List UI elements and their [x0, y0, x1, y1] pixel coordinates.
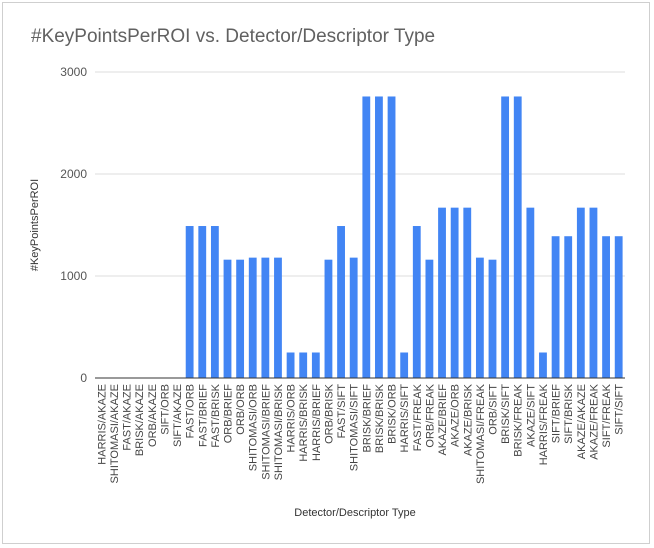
chart-title: #KeyPointsPerROI vs. Detector/Descriptor…: [31, 26, 436, 47]
bar: [210, 226, 219, 378]
bar: [438, 207, 446, 378]
bar: [223, 259, 232, 378]
x-tick-label: SHITOMASI/ORB: [248, 384, 260, 471]
x-tick-label: AKAZE/ORB: [450, 384, 462, 447]
x-tick-label: SHITOMASI/SIFT: [349, 384, 361, 471]
x-tick-label: BRISK/BRIEF: [361, 384, 373, 453]
bar: [425, 259, 434, 378]
x-tick-label: ORB/BRIEF: [223, 384, 235, 444]
bar: [299, 352, 308, 378]
x-tick-label: BRISK/BRISK: [374, 383, 386, 453]
bar: [589, 207, 598, 378]
bar: [286, 352, 295, 378]
bars: [185, 96, 623, 378]
x-tick-label: AKAZE/AKAZE: [576, 384, 588, 459]
x-tick-label: AKAZE/BRISK: [462, 383, 474, 456]
x-tick-label: FAST/BRISK: [210, 383, 222, 447]
x-tick-label: BRISK/ORB: [387, 384, 399, 444]
x-tick-label: FAST/SIFT: [336, 384, 348, 439]
bar: [311, 352, 320, 378]
x-tick-label: HARRIS/BRISK: [298, 383, 310, 461]
x-tick-label: HARRIS/ORB: [286, 384, 298, 452]
bar: [324, 259, 333, 378]
gridlines: [95, 71, 625, 277]
bar: [375, 96, 383, 378]
bar: [450, 207, 459, 378]
x-tick-label: ORB/AKAZE: [147, 384, 159, 447]
bar: [539, 352, 547, 378]
x-tick-label: SIFT/FREAK: [601, 383, 613, 447]
bar: [349, 257, 358, 378]
bar: [602, 236, 610, 378]
bar: [526, 207, 535, 378]
x-tick-label: SIFT/BRIEF: [551, 384, 563, 444]
x-tick-label: FAST/BRIEF: [197, 384, 209, 447]
bar: [362, 96, 371, 378]
bar: [551, 236, 560, 378]
bar: [274, 257, 282, 378]
x-tick-label: ORB/FREAK: [424, 383, 436, 447]
x-tick-label: SIFT/AKAZE: [172, 384, 184, 447]
x-tick-label: FAST/ORB: [185, 384, 197, 438]
bar: [475, 257, 484, 378]
bar: [513, 96, 522, 378]
y-tick-label: 2000: [60, 167, 87, 181]
bar: [564, 236, 573, 378]
x-tick-label: HARRIS/BRIEF: [311, 384, 323, 461]
x-tick-label: SHITOMASI/BRIEF: [260, 384, 272, 480]
bar: [337, 226, 345, 378]
x-tick-label: BRISK/SIFT: [500, 384, 512, 444]
bar: [236, 259, 245, 378]
x-tick-label: ORB/BRISK: [323, 383, 335, 444]
x-tick-label: AKAZE/FREAK: [588, 383, 600, 459]
x-tick-label: SHITOMASI/AKAZE: [109, 384, 121, 483]
bar: [463, 207, 472, 378]
bar: [261, 257, 270, 378]
x-tick-label: SHITOMASI/FREAK: [475, 383, 487, 484]
bar: [488, 259, 497, 378]
x-axis-title: Detector/Descriptor Type: [294, 507, 415, 519]
x-tick-label: HARRIS/AKAZE: [96, 384, 108, 465]
y-tick-label: 0: [80, 371, 87, 385]
x-tick-label: AKAZE/SIFT: [525, 384, 537, 447]
x-tick-labels: HARRIS/AKAZE SHITOMASI/AKAZE FAST/AKAZE BRI…: [96, 383, 625, 484]
x-tick-label: ORB/SIFT: [488, 384, 500, 435]
x-tick-label: SIFT/SIFT: [614, 384, 626, 435]
y-axis-title: #KeyPointsPerROI: [29, 179, 41, 271]
bar: [400, 352, 409, 378]
x-tick-label: BRISK/FREAK: [513, 383, 525, 456]
bar: [185, 226, 194, 378]
x-tick-label: BRISK/AKAZE: [134, 384, 146, 456]
x-tick-label: ORB/ORB: [235, 384, 247, 435]
bar: [614, 236, 623, 378]
y-tick-labels: 0 1000 2000 3000: [60, 65, 87, 385]
bar: [387, 96, 396, 378]
bar: [198, 226, 207, 378]
y-tick-label: 1000: [60, 269, 87, 283]
x-tick-label: SHITOMASI/BRISK: [273, 383, 285, 480]
x-tick-label: FAST/FREAK: [412, 383, 424, 451]
x-tick-label: SIFT/BRISK: [563, 383, 575, 444]
x-tick-label: FAST/AKAZE: [122, 384, 134, 451]
x-tick-label: HARRIS/FREAK: [538, 383, 550, 465]
x-tick-label: SIFT/ORB: [159, 384, 171, 435]
bar: [412, 226, 421, 378]
bar: [576, 207, 585, 378]
x-tick-label: HARRIS/SIFT: [399, 384, 411, 453]
bar: [248, 257, 257, 378]
bar: [501, 96, 510, 378]
y-tick-label: 3000: [60, 65, 87, 79]
x-tick-label: AKAZE/BRIEF: [437, 384, 449, 456]
